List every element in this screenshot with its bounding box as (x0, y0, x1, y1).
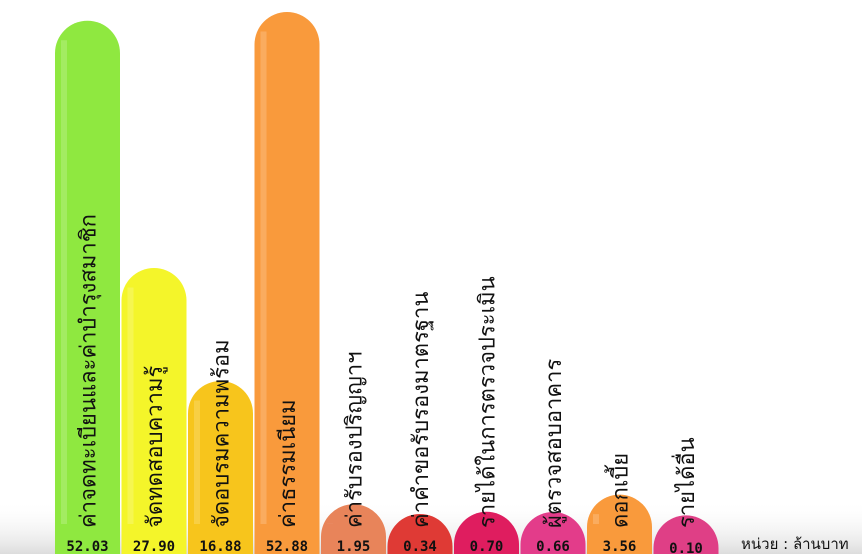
category-label-7: รายได้ในการตรวจประเมิน (475, 276, 501, 528)
bar-highlight-9 (593, 514, 599, 524)
value-label-10: 0.10 (669, 541, 703, 554)
category-label-5: ค่ารับรองปริญญาฯ (343, 351, 368, 528)
value-label-2: 27.90 (133, 539, 175, 554)
bar-3 (188, 380, 253, 554)
category-label-4: ค่าธรรมเนียม (276, 399, 301, 528)
value-labels-layer: 52.03 27.90 16.88 52.88 1.95 0.34 0.70 0.66 3.56… (66, 539, 702, 554)
bars-layer (55, 11, 719, 554)
category-label-2: จัดทดสอบความรู้ (143, 366, 168, 528)
value-label-9: 3.56 (603, 539, 637, 554)
bar-highlight-3 (194, 400, 200, 524)
bar-9 (587, 494, 652, 554)
bar-highlight-4 (260, 31, 267, 524)
value-label-7: 0.70 (470, 539, 504, 554)
bar-8 (520, 512, 586, 554)
bar-7 (454, 511, 519, 554)
bar-6 (387, 513, 453, 554)
category-label-1: ค่าจดทะเบียนและค่าบำรุงสมาชิก (77, 214, 102, 528)
value-label-3: 16.88 (199, 539, 241, 554)
bar-1 (55, 20, 120, 554)
bar-10 (653, 515, 719, 554)
unit-label: หน่วย : ล้านบาท (741, 535, 849, 553)
value-label-6: 0.34 (403, 539, 437, 554)
bar-highlight-1 (61, 40, 67, 524)
category-label-10: รายได้อื่น (671, 437, 700, 528)
category-labels-layer: ค่าจดทะเบียนและค่าบำรุงสมาชิก จัดทดสอบควา… (77, 214, 701, 528)
category-label-6: ค่าคำขอรับรองมาตรฐาน (409, 292, 434, 528)
value-label-4: 52.88 (266, 539, 308, 554)
bar-2 (121, 268, 187, 554)
bar-4 (254, 11, 320, 554)
bar-highlight-2 (127, 287, 134, 524)
category-label-3: จัดอบรมความพร้อม (210, 339, 235, 528)
value-label-5: 1.95 (337, 539, 371, 554)
value-label-8: 0.66 (536, 539, 570, 554)
value-label-1: 52.03 (66, 539, 108, 554)
bar-5 (321, 504, 386, 554)
category-label-9: ดอกเบี้ย (605, 453, 634, 528)
category-label-8: ผู้ตรวจสอบอาคาร (542, 359, 567, 528)
